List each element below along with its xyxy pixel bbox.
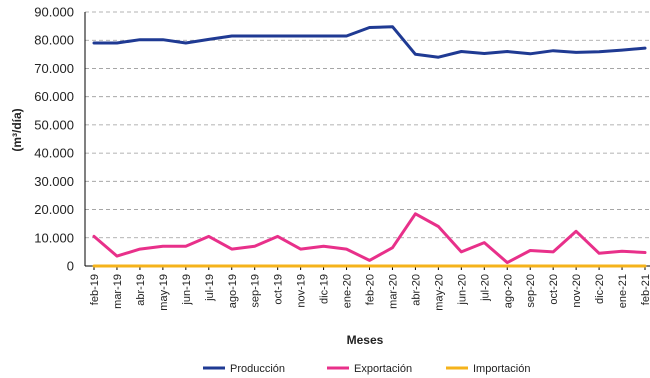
x-tick-label: jul-20	[479, 274, 491, 302]
x-tick-label: mar-20	[387, 274, 399, 309]
series-line-exportación	[92, 212, 647, 265]
legend-label: Exportación	[354, 363, 412, 375]
y-tick-label: 10.000	[34, 230, 74, 245]
x-tick-label: mar-19	[112, 274, 124, 309]
series-lines	[92, 25, 647, 268]
x-tick-label: may-20	[433, 274, 445, 311]
x-tick-label: ene-20	[342, 274, 354, 308]
legend-label: Importación	[473, 363, 530, 375]
y-tick-label: 50.000	[34, 117, 74, 132]
x-tick-label: jun-19	[181, 274, 193, 306]
y-tick-label: 0	[67, 259, 74, 274]
y-tick-label: 80.000	[34, 33, 74, 48]
x-tick-label: ago-20	[502, 274, 514, 308]
x-tick-label: jul-19	[204, 274, 216, 302]
x-tick-label: ago-19	[227, 274, 239, 308]
y-tick-label: 20.000	[34, 202, 74, 217]
gridlines	[85, 11, 650, 239]
x-tick-label: ene-21	[617, 274, 629, 308]
x-tick-label: oct-19	[273, 274, 285, 305]
x-tick-label: jun-20	[456, 274, 468, 306]
x-tick-label: nov-20	[571, 274, 583, 308]
legend-label: Producción	[230, 363, 285, 375]
y-tick-label: 60.000	[34, 89, 74, 104]
y-axis: 0 10.000 20.000 30.000 40.000 50.000 60.000 70.…	[34, 5, 86, 274]
x-tick-label: oct-20	[548, 274, 560, 305]
x-tick-label: feb-21	[640, 274, 650, 305]
x-tick-label: abr-20	[410, 274, 422, 306]
x-tick-label: feb-20	[365, 274, 377, 305]
x-tick-label: sep-19	[250, 274, 262, 308]
x-tick-label: dic-20	[594, 274, 606, 304]
y-tick-label: 30.000	[34, 174, 74, 189]
x-axis-title: Meses	[347, 333, 384, 347]
series-line-producción	[92, 25, 647, 59]
x-axis: feb-19 mar-19 abr-19 may-19 jun-19 jul-19 ago-…	[85, 265, 650, 311]
x-tick-label: abr-19	[135, 274, 147, 306]
y-tick-label: 40.000	[34, 146, 74, 161]
y-tick-label: 90.000	[34, 5, 74, 20]
legend: Producción Exportación Importación	[203, 363, 530, 375]
x-tick-label: dic-19	[319, 274, 331, 304]
x-tick-label: feb-19	[89, 274, 101, 305]
y-tick-label: 70.000	[34, 61, 74, 76]
y-axis-title: (m³/día)	[10, 108, 24, 151]
x-tick-label: may-19	[158, 274, 170, 311]
x-tick-label: nov-19	[296, 274, 308, 308]
x-tick-label: sep-20	[525, 274, 537, 308]
